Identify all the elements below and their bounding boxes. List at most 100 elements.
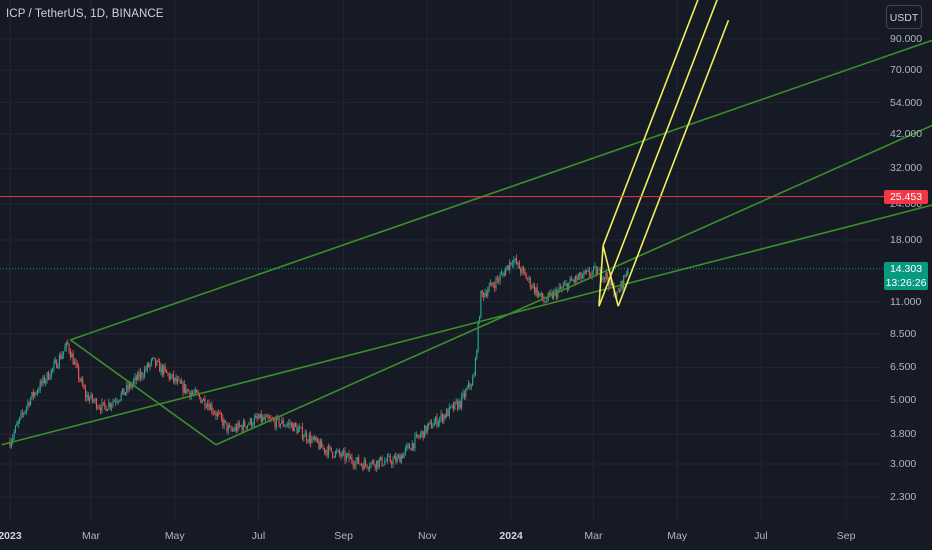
channel-middle-line[interactable] <box>215 115 932 446</box>
time-tick-label: 2023 <box>0 530 22 542</box>
candle-body <box>559 287 562 289</box>
candle-body <box>466 387 468 390</box>
candle-body <box>333 456 335 458</box>
channel-connector-line[interactable] <box>69 339 217 446</box>
candle-body <box>135 376 137 381</box>
candle-body <box>376 460 378 469</box>
candle-body <box>516 258 518 265</box>
candle-body <box>355 460 357 467</box>
candle-body <box>344 451 346 460</box>
candle-body <box>362 464 364 470</box>
candle-body <box>91 394 93 401</box>
candle-body <box>171 374 173 377</box>
candle-body <box>49 377 51 380</box>
candle-body <box>597 270 599 276</box>
candle-body <box>577 276 579 280</box>
candle-body <box>603 277 606 279</box>
candle-body <box>399 455 401 463</box>
price-tick-label: 3.000 <box>890 458 917 470</box>
candle-body <box>296 426 298 434</box>
candle-body <box>459 400 461 408</box>
candle-body <box>440 413 442 419</box>
candle-body <box>540 293 542 296</box>
candle-body <box>330 447 332 452</box>
candle-body <box>505 269 507 276</box>
candle-body <box>487 290 489 296</box>
candle-body <box>535 287 537 293</box>
candle-body <box>594 266 596 268</box>
candle-body <box>279 423 282 427</box>
currency-button[interactable]: USDT <box>886 5 922 29</box>
candle-body <box>322 447 324 449</box>
candle-body <box>297 428 299 434</box>
candle-body <box>190 393 192 397</box>
candle-body <box>207 403 209 407</box>
candle-body <box>377 460 379 467</box>
candle-body <box>194 389 196 394</box>
candle-body <box>605 272 607 279</box>
candle-body <box>233 429 235 431</box>
candle-body <box>93 400 95 402</box>
candle-body <box>507 265 509 270</box>
candle-body <box>492 285 494 286</box>
candle-body <box>86 394 88 398</box>
candle-body <box>623 275 625 288</box>
candle-body <box>163 366 165 375</box>
candle-body <box>473 375 475 378</box>
time-tick-label: Jul <box>754 530 768 542</box>
candle-body <box>413 443 415 449</box>
candle-body <box>165 369 168 373</box>
candle-body <box>9 441 11 447</box>
channel-upper-line[interactable] <box>70 32 932 341</box>
candle-body <box>562 285 564 288</box>
candle-body <box>365 460 367 465</box>
candle-body <box>153 357 155 359</box>
candle-body <box>284 425 286 427</box>
price-tick-label: 70.000 <box>890 64 923 77</box>
candle-body <box>79 378 81 381</box>
candle-body <box>290 423 292 426</box>
candle-body <box>382 464 384 466</box>
candle-body <box>17 421 19 425</box>
candle-body <box>288 423 290 425</box>
time-tick-label: May <box>164 530 185 542</box>
candle-body <box>311 438 313 444</box>
time-tick-label: Mar <box>81 530 101 542</box>
candle-body <box>175 377 177 383</box>
pitchfork-median-line[interactable] <box>598 0 721 307</box>
candle-body <box>62 351 65 355</box>
candle-body <box>536 287 538 297</box>
candle-body <box>42 377 44 384</box>
candle-body <box>476 350 478 359</box>
candle-body <box>528 277 530 280</box>
pitchfork-lower-tine[interactable] <box>617 19 730 307</box>
candle-body <box>410 448 412 451</box>
candle-body <box>470 385 472 387</box>
candle-body <box>209 404 211 410</box>
pitchfork-upper-tine[interactable] <box>602 0 713 246</box>
candle-body <box>323 447 325 453</box>
candle-body <box>491 282 493 286</box>
channel-lower-line[interactable] <box>1 199 932 446</box>
candle-body <box>451 404 453 407</box>
candle-body <box>529 277 531 288</box>
pitchfork-handle[interactable] <box>598 245 604 307</box>
candle-body <box>127 385 129 390</box>
candle-body <box>356 457 358 461</box>
candle-body <box>47 372 49 380</box>
candle-body <box>58 355 60 366</box>
candle-body <box>326 450 328 456</box>
candle-body <box>19 417 21 422</box>
candle-body <box>518 262 520 269</box>
price-tick-label: 18.000 <box>890 234 923 246</box>
candle-body <box>595 266 597 276</box>
candle-body <box>16 424 18 426</box>
candle-body <box>352 461 354 466</box>
candle-body <box>369 466 371 469</box>
candle-body <box>101 402 103 411</box>
candle-body <box>417 434 419 437</box>
candle-body <box>286 424 288 426</box>
candle-body <box>60 355 62 359</box>
